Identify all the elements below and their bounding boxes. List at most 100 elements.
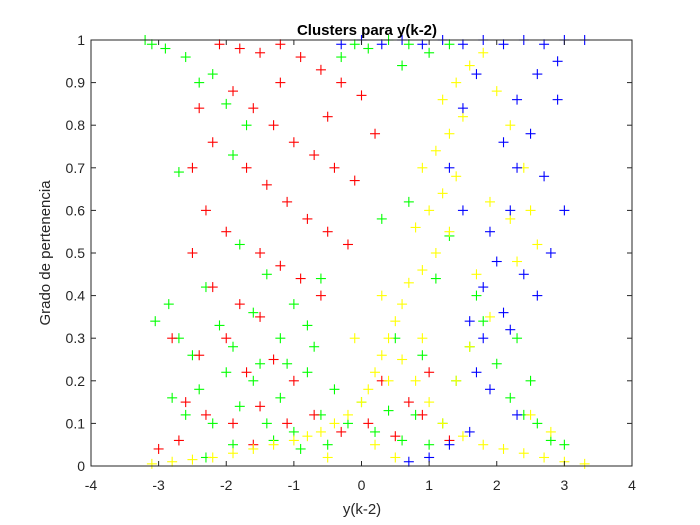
data-point [518, 448, 529, 459]
data-point [295, 273, 306, 284]
data-point [248, 443, 259, 454]
data-point [207, 137, 218, 148]
data-point [309, 150, 320, 161]
data-point [275, 39, 286, 50]
data-point [525, 375, 536, 386]
data-point [457, 431, 468, 442]
data-point [167, 333, 178, 344]
data-point [505, 213, 516, 224]
data-point [491, 86, 502, 97]
data-point [376, 39, 387, 50]
data-point [336, 77, 347, 88]
data-point [167, 456, 178, 467]
data-point [430, 248, 441, 258]
data-point [228, 341, 239, 352]
data-point [234, 239, 245, 250]
data-point [261, 269, 272, 280]
data-point [451, 375, 462, 386]
data-point [207, 69, 218, 80]
data-point [430, 145, 441, 156]
data-point [282, 196, 293, 207]
data-point [532, 239, 543, 250]
data-point [484, 226, 495, 237]
data-point [430, 273, 441, 284]
data-point [491, 256, 502, 267]
data-point [370, 128, 381, 139]
data-point [457, 39, 468, 50]
data-point [512, 333, 523, 344]
data-point [288, 435, 299, 446]
data-point [255, 401, 266, 412]
data-point [173, 167, 184, 178]
data-point [302, 213, 313, 224]
data-point [336, 39, 347, 50]
data-point [444, 162, 455, 173]
y-tick-label: 0.2 [66, 373, 86, 389]
data-point [255, 47, 266, 58]
data-point [288, 426, 299, 437]
data-point [437, 188, 448, 199]
y-tick-label: 0.9 [66, 75, 86, 91]
data-point [552, 94, 563, 105]
data-point [275, 333, 286, 344]
data-point [150, 316, 161, 327]
data-point [471, 290, 482, 301]
data-point [228, 439, 239, 450]
data-point [478, 439, 489, 450]
data-point [248, 103, 259, 114]
data-point [315, 426, 326, 437]
data-point [464, 426, 475, 437]
data-point [255, 311, 266, 322]
data-point [437, 94, 448, 105]
y-tick-label: 0.5 [66, 245, 86, 261]
data-point [315, 273, 326, 284]
data-point [424, 397, 435, 408]
data-point [417, 162, 428, 173]
data-point [579, 458, 590, 469]
data-point [403, 196, 414, 207]
data-point [505, 324, 516, 335]
data-point [173, 435, 184, 446]
data-point [221, 98, 232, 109]
data-point [410, 222, 421, 233]
data-point [241, 162, 252, 173]
data-point [322, 439, 333, 450]
data-point [464, 316, 475, 327]
data-point [457, 111, 468, 122]
data-point [349, 333, 360, 344]
data-point [234, 401, 245, 412]
x-tick-label: 3 [560, 477, 568, 493]
data-point [471, 69, 482, 80]
data-point [552, 56, 563, 67]
data-point [397, 435, 408, 446]
data-point [471, 367, 482, 378]
data-point [471, 269, 482, 280]
data-point [342, 239, 353, 250]
data-point [255, 358, 266, 369]
x-axis-label: y(k-2) [343, 501, 381, 518]
data-point [180, 409, 191, 420]
data-point [532, 418, 543, 429]
x-tick-label: -4 [85, 477, 98, 493]
data-point [478, 282, 489, 293]
data-point [390, 316, 401, 327]
data-point [505, 205, 516, 216]
data-point [512, 94, 523, 105]
data-point [221, 226, 232, 237]
data-point [478, 47, 489, 58]
x-tick-label: 1 [425, 477, 433, 493]
data-point [275, 392, 286, 403]
y-tick-label: 0.7 [66, 160, 86, 176]
data-point [525, 205, 536, 216]
data-point [214, 320, 225, 331]
data-point [309, 409, 320, 420]
data-point [410, 375, 421, 386]
data-point [349, 39, 360, 50]
data-point [194, 350, 205, 361]
data-point [194, 384, 205, 395]
data-point [228, 150, 239, 161]
data-point [322, 226, 333, 237]
data-point [403, 39, 414, 50]
y-axis-label: Grado de pertenencia [37, 180, 54, 326]
data-point [194, 77, 205, 88]
